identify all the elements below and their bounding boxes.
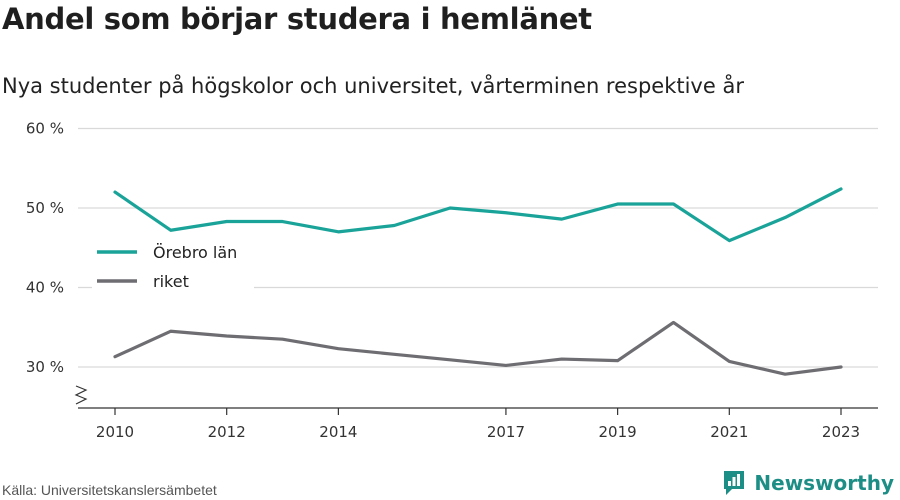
y-tick-label: 40 %: [26, 279, 64, 297]
x-tick-label: 2019: [599, 423, 637, 441]
y-tick-label: 60 %: [26, 120, 64, 138]
legend: Örebro län riket: [92, 238, 254, 291]
y-axis: 30 % 40 % 50 % 60 %: [26, 120, 64, 377]
x-tick-label: 2012: [208, 423, 246, 441]
y-tick-label: 30 %: [26, 358, 64, 376]
legend-label: riket: [153, 272, 189, 291]
grid-lines: [78, 127, 878, 368]
brand-name: Newsworthy: [754, 471, 894, 495]
series-line: [113, 320, 843, 376]
chart-subtitle: Nya studenter på högskolor och universit…: [2, 74, 744, 98]
newsworthy-logo-icon: [724, 471, 745, 495]
chart-title: Andel som börjar studera i hemlänet: [2, 2, 592, 36]
legend-label: Örebro län: [153, 243, 237, 262]
x-tick-label: 2014: [319, 423, 357, 441]
x-tick-label: 2017: [487, 423, 525, 441]
axis-break-mark: [74, 385, 88, 405]
series-line: [113, 187, 843, 243]
x-tick-label: 2010: [96, 423, 134, 441]
x-axis: 2010 2012 2014 2017 2019 2021 2023: [74, 385, 878, 441]
brand: Newsworthy: [722, 469, 894, 497]
x-tick-label: 2021: [710, 423, 748, 441]
x-tick-label: 2023: [822, 423, 860, 441]
series-lines: [113, 187, 843, 376]
source-note: Källa: Universitetskanslersämbetet: [2, 482, 217, 498]
y-tick-label: 50 %: [26, 199, 64, 217]
